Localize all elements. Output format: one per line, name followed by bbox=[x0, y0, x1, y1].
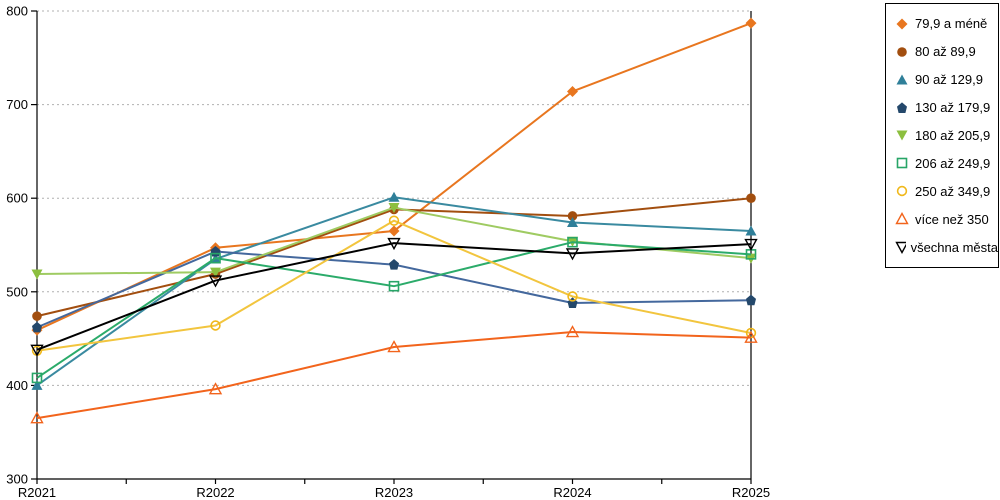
series-circle-open bbox=[31, 215, 757, 356]
legend-label: 80 až 89,9 bbox=[915, 44, 976, 60]
y-axis-label: 700 bbox=[6, 97, 28, 112]
legend-label: 79,9 a méně bbox=[915, 16, 988, 32]
y-axis-label: 300 bbox=[6, 472, 28, 487]
circle-icon bbox=[897, 46, 907, 57]
x-axis-label: R2023 bbox=[375, 485, 413, 500]
triangle-down-open-icon bbox=[895, 241, 906, 254]
legend-label: 90 až 129,9 bbox=[915, 72, 983, 88]
legend-item: 206 až 249,9 bbox=[894, 155, 998, 171]
legend-item: všechna města bbox=[894, 239, 998, 255]
series-diamond-filled bbox=[31, 17, 757, 336]
series-line bbox=[36, 241, 752, 379]
series-triangle-up-open bbox=[30, 325, 758, 424]
legend-item: 79,9 a méně bbox=[894, 16, 998, 32]
series-line bbox=[36, 219, 752, 352]
x-axis-label: R2025 bbox=[732, 485, 770, 500]
legend-item: 130 až 179,9 bbox=[894, 100, 998, 116]
circle-open-icon bbox=[896, 186, 908, 197]
series-line bbox=[36, 331, 752, 420]
legend-label: všechna města bbox=[910, 239, 998, 255]
triangle-up-icon bbox=[896, 74, 908, 85]
x-axis-label: R2024 bbox=[553, 485, 591, 500]
legend-label: více než 350 bbox=[915, 211, 989, 227]
legend-item: 80 až 89,9 bbox=[894, 44, 998, 60]
legend-item: 90 až 129,9 bbox=[894, 72, 998, 88]
series-line bbox=[36, 22, 752, 332]
triangle-down-icon bbox=[896, 130, 908, 141]
legend-item: 180 až 205,9 bbox=[894, 127, 998, 143]
legend-label: 130 až 179,9 bbox=[915, 100, 991, 116]
series-pentagon-filled bbox=[32, 245, 756, 333]
square-open-icon bbox=[896, 158, 908, 169]
series-triangle-down-open bbox=[30, 237, 758, 357]
legend-item: 250 až 349,9 bbox=[894, 183, 998, 199]
series-square-open bbox=[31, 236, 757, 384]
x-axis-label: R2021 bbox=[18, 485, 56, 500]
y-axis-label: 500 bbox=[6, 284, 28, 299]
legend-label: 180 až 205,9 bbox=[915, 127, 991, 143]
y-axis-label: 400 bbox=[6, 378, 28, 393]
series-line bbox=[36, 242, 752, 351]
triangle-up-open-icon bbox=[895, 212, 909, 225]
legend-item: více než 350 bbox=[894, 211, 998, 227]
y-axis-label: 600 bbox=[6, 191, 28, 206]
y-axis-label: 800 bbox=[6, 4, 28, 19]
pentagon-icon bbox=[897, 101, 907, 113]
x-axis-label: R2022 bbox=[196, 485, 234, 500]
diamond-icon bbox=[896, 18, 908, 30]
legend: 79,9 a méně 80 až 89,9 90 až 129,9 130 a… bbox=[885, 3, 999, 268]
legend-label: 250 až 349,9 bbox=[915, 183, 991, 199]
legend-label: 206 až 249,9 bbox=[915, 155, 991, 171]
